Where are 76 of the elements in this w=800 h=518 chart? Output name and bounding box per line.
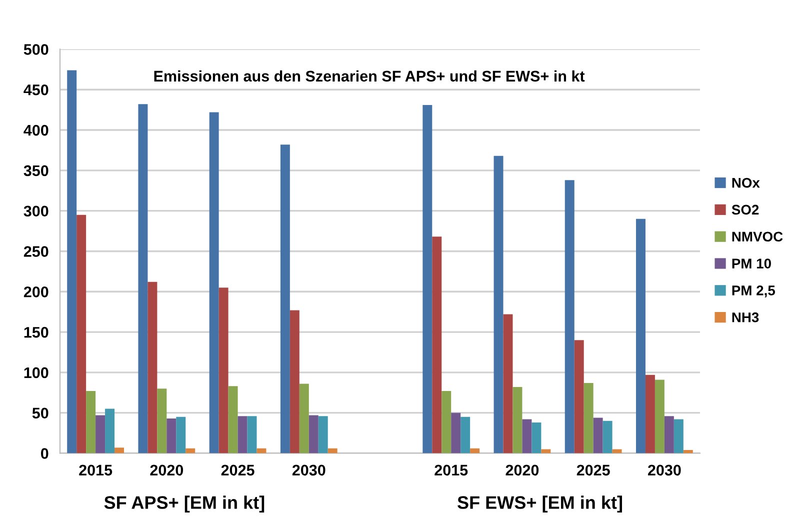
y-tick-label: 450 — [24, 84, 48, 96]
bar — [664, 416, 674, 454]
bar — [645, 374, 655, 454]
bar — [186, 448, 196, 454]
bar — [460, 416, 470, 454]
bar — [612, 449, 622, 454]
bar — [451, 412, 461, 454]
bar — [166, 418, 176, 454]
x-tick-label: 2020 — [150, 464, 184, 476]
bar — [532, 422, 542, 454]
text: Emissionen aus den Szenarien SF APS+ und SF EWS+ in kt — [154, 70, 585, 82]
y-tick-label: 50 — [32, 408, 48, 419]
bar — [683, 450, 693, 454]
bar — [96, 415, 106, 454]
bar — [67, 70, 77, 454]
bar — [238, 416, 248, 454]
bar — [494, 156, 504, 454]
legend-label: NOx — [732, 178, 760, 188]
bar — [636, 218, 646, 454]
bar — [584, 382, 594, 454]
bar — [318, 416, 328, 454]
bar — [541, 449, 551, 454]
bar — [503, 314, 513, 454]
x-tick-label: 2015 — [79, 464, 112, 476]
text: SF EWS+ [EM in kt] — [458, 496, 622, 513]
bar — [432, 236, 442, 454]
y-tick-label: 350 — [24, 165, 48, 176]
legend-label: PM 2,5 — [732, 286, 776, 298]
bar — [176, 416, 186, 454]
x-tick-label: 2030 — [648, 464, 681, 476]
bar — [328, 448, 338, 454]
bar — [674, 419, 684, 454]
bar — [654, 380, 664, 454]
bar — [114, 448, 124, 454]
bar — [105, 408, 115, 454]
bar — [564, 180, 574, 454]
x-tick-label: 2020 — [506, 464, 539, 476]
y-tick-label: 300 — [24, 206, 48, 217]
bar — [470, 448, 480, 454]
y-tick-label: 500 — [24, 44, 48, 55]
y-tick-label: 100 — [24, 367, 48, 378]
bar — [522, 419, 532, 454]
x-tick-label: 2025 — [221, 464, 254, 476]
bar — [512, 386, 522, 454]
bar — [280, 144, 290, 454]
y-tick-label: 150 — [24, 326, 48, 338]
x-tick-label: 2025 — [576, 464, 610, 476]
x-tick-label: 2030 — [292, 464, 326, 476]
y-tick-label: 200 — [24, 286, 48, 298]
bar — [574, 340, 584, 454]
legend-label: NMVOC — [732, 232, 783, 242]
bar — [228, 386, 238, 454]
bar — [422, 104, 432, 454]
bar — [593, 418, 603, 454]
legend-label: PM 10 — [732, 258, 771, 268]
y-tick-label: 0 — [40, 448, 48, 459]
legend-label: NH3 — [732, 312, 759, 322]
bar — [138, 104, 148, 454]
bar — [299, 384, 309, 454]
bar — [157, 388, 167, 454]
bar — [209, 112, 219, 454]
bar — [308, 415, 318, 454]
text: SF APS+ [EM in kt] — [104, 496, 264, 513]
bar — [247, 416, 257, 454]
bar — [290, 310, 300, 454]
bar — [442, 391, 452, 454]
x-tick-label: 2015 — [434, 464, 468, 476]
bar — [218, 288, 228, 454]
y-tick-label: 400 — [24, 124, 48, 136]
bar — [602, 420, 612, 454]
bar — [86, 391, 96, 454]
bar — [148, 282, 158, 454]
bar — [76, 214, 86, 454]
y-tick-label: 250 — [24, 246, 48, 257]
bar — [256, 448, 266, 454]
legend-label: SO2 — [732, 204, 759, 215]
